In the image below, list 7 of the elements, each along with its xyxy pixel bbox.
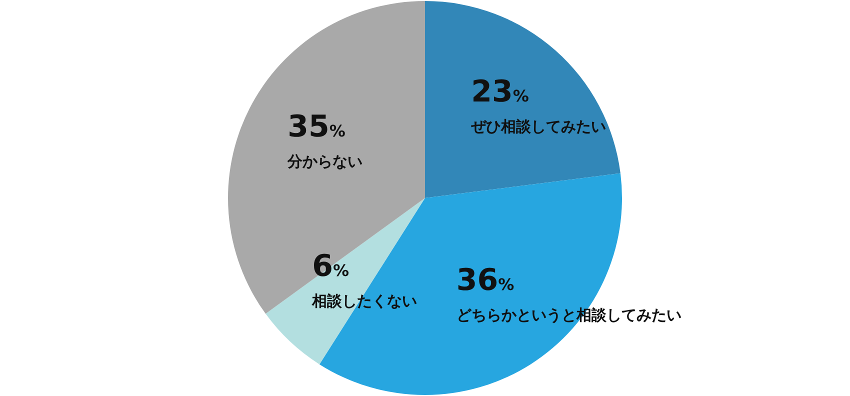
data-label: 6% xyxy=(312,249,349,284)
slice-label: ぜひ相談してみたい xyxy=(470,117,606,136)
slice-label: 相談したくない xyxy=(311,292,418,310)
data-label: 23% xyxy=(471,74,529,110)
data-label: 35% xyxy=(288,109,346,144)
slice-label: 分からない xyxy=(286,152,363,170)
data-label: 36% xyxy=(456,262,514,298)
